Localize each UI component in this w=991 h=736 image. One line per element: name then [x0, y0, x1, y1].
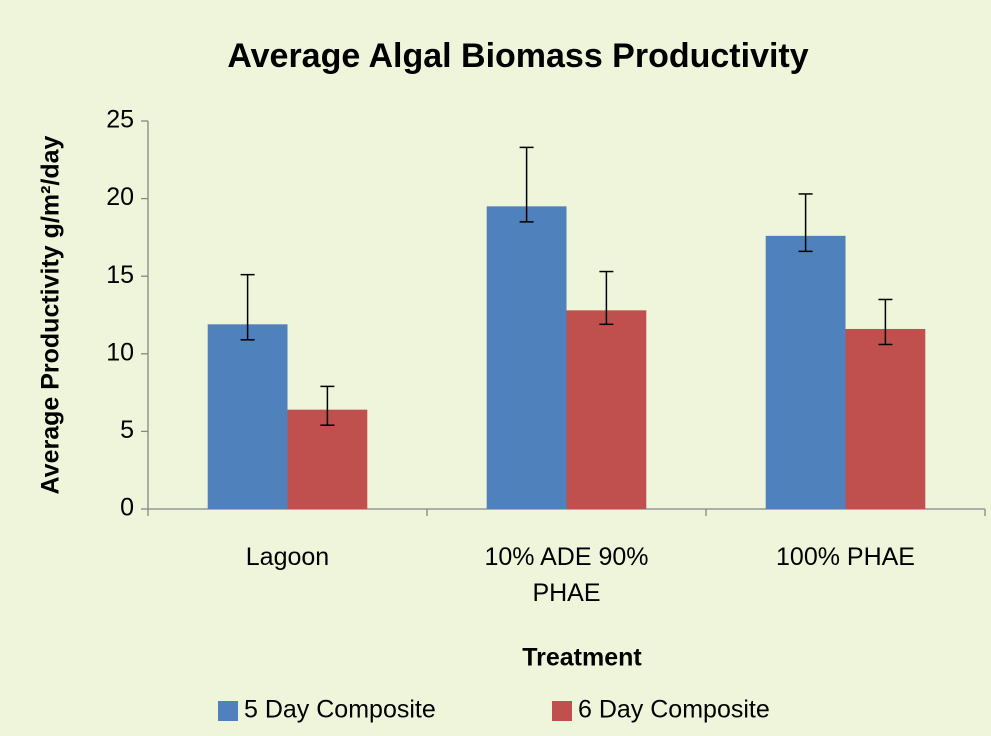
x-axis-label: Treatment [522, 644, 642, 672]
bar [765, 235, 846, 509]
error-bar [878, 298, 893, 346]
y-tick-label: 5 [120, 416, 134, 444]
legend-label: 5 Day Composite [244, 696, 436, 724]
x-tick-label: 10% ADE 90% PHAE [484, 543, 649, 607]
y-tick-label: 20 [106, 183, 134, 211]
bar [566, 310, 647, 509]
y-tick-label: 10 [106, 338, 134, 366]
legend-swatch [552, 701, 572, 721]
y-tick-label: 25 [106, 106, 134, 134]
x-tick-label: 100% PHAE [776, 543, 915, 571]
bar [486, 206, 567, 510]
bar [287, 409, 368, 509]
error-bar [320, 385, 335, 426]
legend-swatch [218, 701, 238, 721]
y-tick-label: 15 [106, 261, 134, 289]
bar [207, 324, 288, 509]
bar [845, 328, 926, 509]
chart-title: Average Algal Biomass Productivity [227, 37, 808, 75]
error-bar [599, 270, 614, 326]
legend-label: 6 Day Composite [578, 696, 770, 724]
error-bar [519, 146, 534, 223]
error-bar [240, 273, 255, 341]
y-axis-label: Average Productivity g/m²/day [37, 135, 65, 494]
error-bar [798, 193, 813, 253]
x-tick-label: Lagoon [245, 543, 330, 571]
y-tick-label: 0 [120, 494, 134, 522]
